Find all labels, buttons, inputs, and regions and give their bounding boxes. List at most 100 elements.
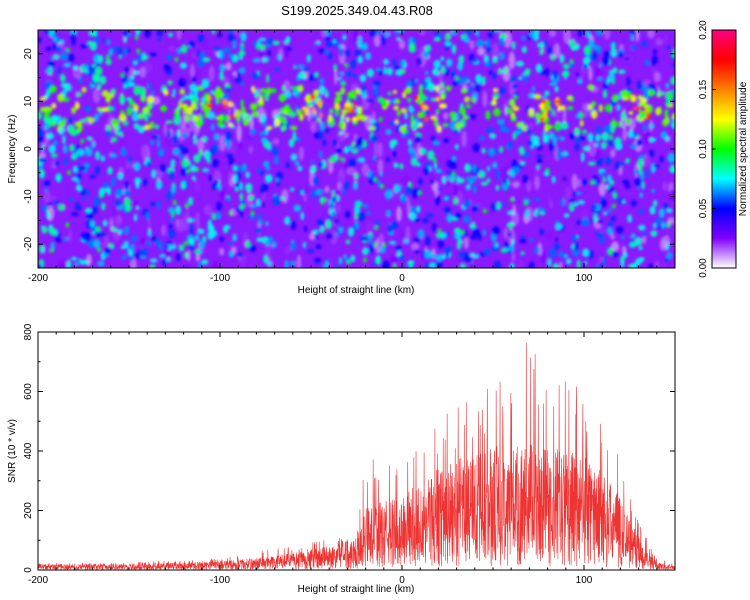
heatmap-cell bbox=[167, 80, 173, 85]
heatmap-cell bbox=[433, 157, 437, 163]
heatmap-cell bbox=[508, 107, 512, 113]
heatmap-cell bbox=[297, 64, 305, 70]
heatmap-cell bbox=[383, 66, 387, 75]
heatmap-cell bbox=[328, 157, 333, 163]
heatmap-cell bbox=[133, 123, 140, 130]
heatmap-cell bbox=[641, 181, 645, 190]
heatmap-cell bbox=[499, 124, 506, 133]
heatmap-cell bbox=[263, 254, 269, 264]
heatmap-cell bbox=[126, 106, 133, 116]
heatmap-cell bbox=[399, 163, 404, 170]
heatmap-cell bbox=[361, 42, 368, 51]
heatmap-cell bbox=[95, 66, 103, 76]
heatmap-cell bbox=[582, 129, 588, 135]
heatmap-cell bbox=[346, 260, 351, 265]
heatmap-cell bbox=[84, 207, 92, 214]
heatmap-cell bbox=[210, 89, 215, 95]
heatmap-cell bbox=[186, 250, 191, 262]
heatmap-cell bbox=[352, 73, 357, 79]
heatmap-cell bbox=[272, 195, 281, 206]
heatmap-cell bbox=[486, 165, 491, 172]
heatmap-cell bbox=[295, 89, 300, 99]
heatmap-cell bbox=[344, 102, 351, 108]
heatmap-cell bbox=[562, 122, 567, 128]
heatmap-cell bbox=[616, 104, 621, 111]
heatmap-cell bbox=[189, 83, 198, 92]
heatmap-cell bbox=[507, 141, 513, 150]
heatmap-cell bbox=[508, 99, 515, 107]
snr-y-axis-label: SNR (10 * v/v) bbox=[7, 419, 18, 483]
heatmap-cell bbox=[477, 231, 482, 241]
heatmap-cell bbox=[611, 105, 615, 118]
heatmap-cell bbox=[599, 62, 603, 68]
heatmap-cell bbox=[308, 232, 316, 241]
heatmap-cell bbox=[576, 72, 580, 77]
heatmap-cell bbox=[48, 144, 56, 154]
heatmap-cell bbox=[101, 107, 109, 113]
heatmap-cell bbox=[518, 76, 523, 81]
heatmap-cell bbox=[272, 40, 280, 46]
heatmap-cell bbox=[339, 47, 344, 58]
heatmap-cell bbox=[261, 202, 266, 207]
heatmap-cell bbox=[164, 245, 169, 250]
heatmap-cell bbox=[51, 122, 57, 127]
heatmap-cell bbox=[582, 248, 590, 257]
heatmap-cell bbox=[163, 64, 170, 69]
heatmap-cell bbox=[413, 217, 421, 222]
heatmap-cell bbox=[38, 136, 45, 143]
heatmap-cell bbox=[303, 192, 307, 203]
heatmap-cell bbox=[340, 80, 347, 86]
heatmap-cell bbox=[169, 170, 175, 180]
heatmap-cell bbox=[335, 96, 343, 102]
heatmap-cell bbox=[232, 173, 238, 183]
heatmap-cell bbox=[238, 67, 246, 74]
heatmap-cell bbox=[539, 48, 544, 56]
x-tick-label: -200 bbox=[28, 273, 48, 284]
heatmap-cell bbox=[54, 229, 58, 237]
heatmap-cell bbox=[59, 74, 66, 83]
heatmap-cell bbox=[195, 167, 200, 173]
heatmap-cell bbox=[508, 51, 516, 70]
heatmap-cell bbox=[86, 253, 92, 267]
heatmap-cell bbox=[659, 237, 667, 251]
heatmap-cell bbox=[511, 41, 516, 50]
heatmap-cell bbox=[266, 166, 270, 171]
heatmap-cell bbox=[409, 205, 416, 214]
heatmap-cell bbox=[237, 252, 244, 258]
heatmap-cell bbox=[486, 39, 491, 49]
heatmap-cell bbox=[532, 33, 540, 41]
heatmap-cell bbox=[602, 177, 607, 183]
heatmap-cell bbox=[188, 244, 194, 252]
heatmap-cell bbox=[172, 88, 176, 96]
heatmap-cell bbox=[568, 39, 576, 48]
heatmap-cell bbox=[606, 77, 610, 85]
heatmap-cell bbox=[541, 95, 548, 99]
heatmap-cell bbox=[202, 57, 211, 63]
heatmap-cell bbox=[165, 120, 173, 124]
heatmap-cell bbox=[283, 246, 292, 255]
heatmap-cell bbox=[283, 40, 290, 44]
heatmap-cell bbox=[311, 229, 319, 234]
heatmap-cell bbox=[414, 95, 419, 101]
heatmap-cell bbox=[74, 201, 81, 209]
heatmap-cell bbox=[215, 86, 221, 91]
heatmap-cell bbox=[156, 30, 164, 37]
heatmap-cell bbox=[550, 74, 554, 81]
heatmap-cell bbox=[427, 82, 436, 92]
heatmap-cell bbox=[261, 57, 270, 63]
heatmap-cell bbox=[256, 168, 263, 173]
heatmap-cell bbox=[98, 187, 107, 195]
heatmap-cell bbox=[485, 47, 493, 53]
heatmap-cell bbox=[392, 59, 397, 66]
heatmap-cell bbox=[524, 74, 528, 84]
heatmap-cell bbox=[275, 177, 280, 182]
heatmap-cell bbox=[395, 245, 402, 251]
heatmap-cell bbox=[469, 252, 476, 257]
heatmap-cell bbox=[561, 70, 570, 78]
heatmap-cell bbox=[327, 114, 332, 123]
heatmap-cell bbox=[50, 56, 54, 61]
heatmap-cell bbox=[193, 154, 201, 163]
heatmap-cell bbox=[163, 123, 167, 136]
heatmap-cell bbox=[577, 200, 586, 205]
heatmap-cell bbox=[454, 143, 459, 150]
